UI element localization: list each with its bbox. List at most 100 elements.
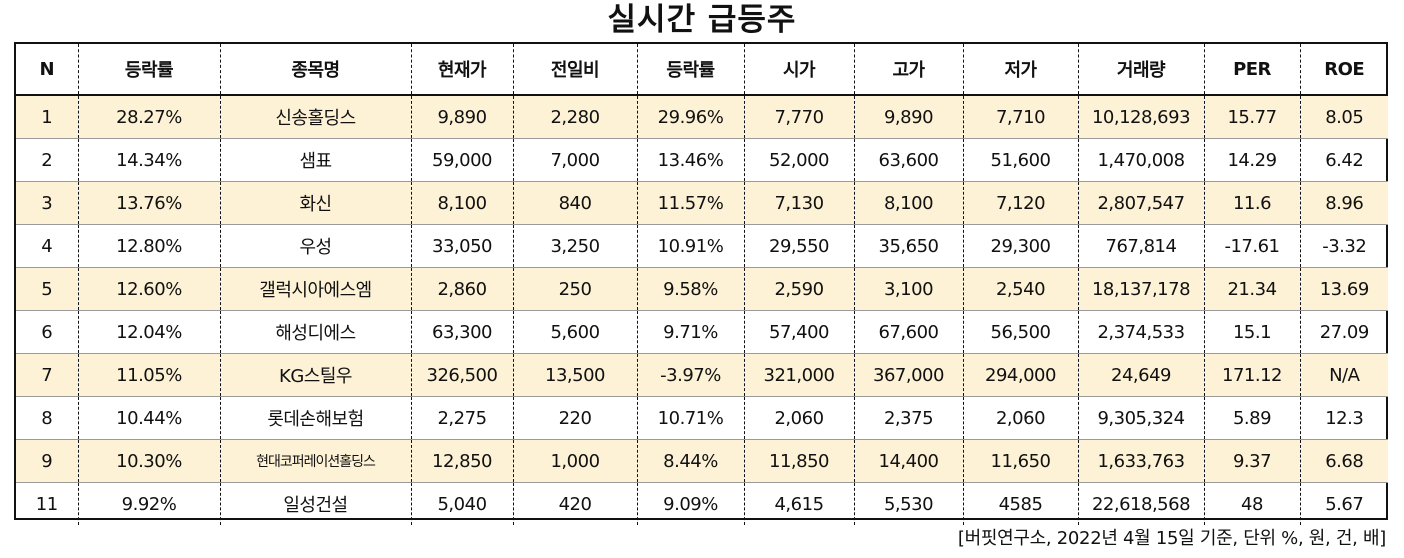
cell-per: 171.12 <box>1203 353 1300 397</box>
cell-stock-name: 우성 <box>219 224 411 268</box>
col-header-roe: ROE <box>1299 44 1388 96</box>
cell-prev-diff: 840 <box>512 181 637 225</box>
cell-change-rate: 28.27% <box>77 95 220 139</box>
cell-roe: 27.09 <box>1299 310 1388 354</box>
cell-per: 9.37 <box>1203 439 1300 483</box>
cell-change-rate-2: 11.57% <box>636 181 744 225</box>
cell-change-rate: 9.92% <box>77 482 220 525</box>
cell-current-price: 12,850 <box>410 439 513 483</box>
cell-stock-name: 화신 <box>219 181 411 225</box>
cell-high: 367,000 <box>853 353 963 397</box>
cell-current-price: 33,050 <box>410 224 513 268</box>
col-header-change-rate-2: 등락률 <box>636 44 744 96</box>
table-row: 11 9.92% 일성건설 5,040 420 9.09% 4,615 5,53… <box>16 482 1388 525</box>
cell-stock-name: 해성디에스 <box>219 310 411 354</box>
cell-low: 29,300 <box>962 224 1078 268</box>
cell-n: 6 <box>41 321 53 343</box>
table-row: 6 12.04% 해성디에스 63,300 5,600 9.71% 57,400… <box>16 310 1388 354</box>
cell-per: 5.89 <box>1203 396 1300 440</box>
cell-n: 1 <box>41 106 53 128</box>
cell-current-price: 8,100 <box>410 181 513 225</box>
table-row: 1 28.27% 신송홀딩스 9,890 2,280 29.96% 7,770 … <box>16 95 1388 139</box>
cell-low: 7,710 <box>962 95 1078 139</box>
cell-low: 56,500 <box>962 310 1078 354</box>
cell-low: 7,120 <box>962 181 1078 225</box>
cell-n: 3 <box>41 192 53 214</box>
cell-change-rate-2: -3.97% <box>636 353 744 397</box>
cell-roe: 6.68 <box>1299 439 1388 483</box>
cell-change-rate-2: 8.44% <box>636 439 744 483</box>
cell-per: 15.1 <box>1203 310 1300 354</box>
cell-high: 63,600 <box>853 138 963 182</box>
cell-volume: 2,374,533 <box>1077 310 1204 354</box>
cell-stock-name: 신송홀딩스 <box>219 95 411 139</box>
cell-open: 57,400 <box>743 310 854 354</box>
cell-roe: N/A <box>1299 353 1388 397</box>
col-header-n: N <box>16 44 78 96</box>
cell-open: 4,615 <box>743 482 854 525</box>
cell-per: 11.6 <box>1203 181 1300 225</box>
cell-prev-diff: 5,600 <box>512 310 637 354</box>
table-row: 4 12.80% 우성 33,050 3,250 10.91% 29,550 3… <box>16 224 1388 268</box>
cell-n: 4 <box>41 235 53 257</box>
cell-volume: 9,305,324 <box>1077 396 1204 440</box>
cell-n: 5 <box>41 278 53 300</box>
cell-prev-diff: 7,000 <box>512 138 637 182</box>
cell-n: 2 <box>41 149 53 171</box>
cell-current-price: 5,040 <box>410 482 513 525</box>
cell-roe: 8.05 <box>1299 95 1388 139</box>
col-header-prev-diff: 전일비 <box>512 44 637 96</box>
cell-per: 48 <box>1203 482 1300 525</box>
cell-n: 9 <box>41 450 53 472</box>
cell-volume: 24,649 <box>1077 353 1204 397</box>
cell-change-rate-2: 9.58% <box>636 267 744 311</box>
cell-prev-diff: 3,250 <box>512 224 637 268</box>
cell-n: 8 <box>41 407 53 429</box>
cell-open: 7,770 <box>743 95 854 139</box>
cell-change-rate: 10.44% <box>77 396 220 440</box>
cell-stock-name: KG스틸우 <box>219 353 411 397</box>
cell-current-price: 2,860 <box>410 267 513 311</box>
cell-change-rate: 12.80% <box>77 224 220 268</box>
cell-change-rate: 14.34% <box>77 138 220 182</box>
cell-open: 2,060 <box>743 396 854 440</box>
col-header-change-rate: 등락률 <box>77 44 220 96</box>
cell-change-rate: 10.30% <box>77 439 220 483</box>
cell-prev-diff: 13,500 <box>512 353 637 397</box>
cell-per: 15.77 <box>1203 95 1300 139</box>
cell-high: 9,890 <box>853 95 963 139</box>
cell-open: 11,850 <box>743 439 854 483</box>
cell-change-rate-2: 13.46% <box>636 138 744 182</box>
cell-change-rate: 12.60% <box>77 267 220 311</box>
cell-change-rate-2: 9.71% <box>636 310 744 354</box>
page-title: 실시간 급등주 <box>607 2 797 38</box>
cell-change-rate-2: 29.96% <box>636 95 744 139</box>
cell-volume: 1,470,008 <box>1077 138 1204 182</box>
cell-low: 2,060 <box>962 396 1078 440</box>
stock-table-container: N 등락률 종목명 현재가 전일비 등락률 시가 고가 저가 거래량 PER R… <box>14 42 1388 525</box>
cell-change-rate-2: 10.71% <box>636 396 744 440</box>
cell-per: 21.34 <box>1203 267 1300 311</box>
cell-open: 29,550 <box>743 224 854 268</box>
cell-roe: 12.3 <box>1299 396 1388 440</box>
col-header-per: PER <box>1203 44 1300 96</box>
cell-high: 35,650 <box>853 224 963 268</box>
cell-current-price: 59,000 <box>410 138 513 182</box>
table-row: 5 12.60% 갤럭시아에스엠 2,860 250 9.58% 2,590 3… <box>16 267 1388 311</box>
cell-prev-diff: 220 <box>512 396 637 440</box>
cell-stock-name: 일성건설 <box>219 482 411 525</box>
cell-current-price: 2,275 <box>410 396 513 440</box>
col-header-high: 고가 <box>853 44 963 96</box>
stock-table: N 등락률 종목명 현재가 전일비 등락률 시가 고가 저가 거래량 PER R… <box>16 44 1388 525</box>
cell-high: 8,100 <box>853 181 963 225</box>
cell-high: 67,600 <box>853 310 963 354</box>
table-row: 9 10.30% 현대코퍼레이션홀딩스 12,850 1,000 8.44% 1… <box>16 439 1388 483</box>
cell-change-rate: 12.04% <box>77 310 220 354</box>
cell-roe: 6.42 <box>1299 138 1388 182</box>
cell-stock-name: 롯데손해보험 <box>219 396 411 440</box>
cell-prev-diff: 250 <box>512 267 637 311</box>
cell-n: 7 <box>41 364 53 386</box>
cell-per: -17.61 <box>1203 224 1300 268</box>
cell-current-price: 326,500 <box>410 353 513 397</box>
table-header-row: N 등락률 종목명 현재가 전일비 등락률 시가 고가 저가 거래량 PER R… <box>16 44 1388 96</box>
